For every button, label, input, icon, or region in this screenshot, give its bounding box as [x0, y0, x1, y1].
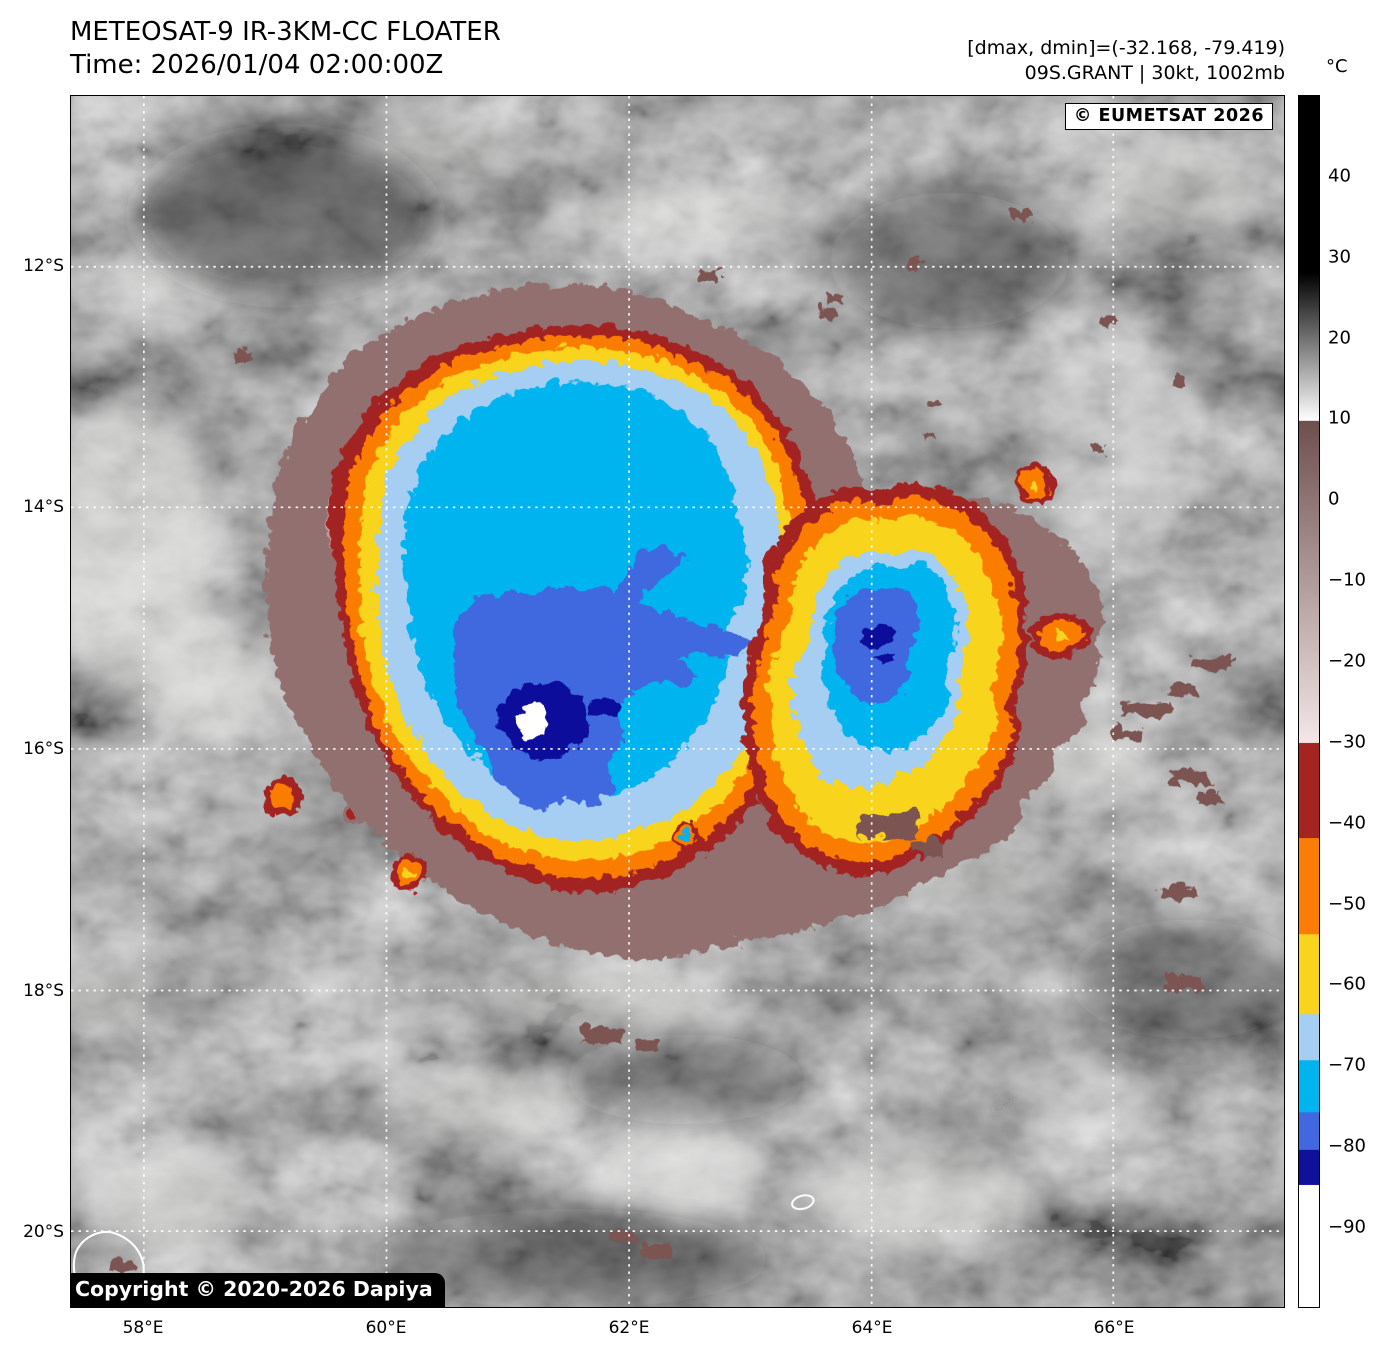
y-axis-label: 18°S: [23, 981, 64, 1001]
x-axis-label: 66°E: [1093, 1318, 1135, 1338]
colorbar-tick: 10: [1328, 407, 1351, 429]
satellite-map: © EUMETSAT 2026 Copyright © 2020-2026 Da…: [70, 95, 1285, 1308]
header-block: METEOSAT-9 IR-3KM-CC FLOATER Time: 2026/…: [70, 16, 501, 83]
x-axis-label: 64°E: [851, 1318, 893, 1338]
time-label: Time: 2026/01/04 02:00:00Z: [70, 50, 444, 81]
satellite-image: [71, 96, 1284, 1307]
colorbar-tick: −50: [1328, 893, 1366, 915]
bright-cloud-masses: [71, 116, 1270, 1258]
colorbar: [1298, 95, 1320, 1308]
brown-cloud-patches: [108, 205, 1232, 1268]
colorbar-tick: 30: [1328, 246, 1351, 268]
y-axis-label: 20°S: [23, 1222, 64, 1242]
secondary-core-navy-speck: [855, 621, 892, 644]
small-convective-blobs: [236, 348, 1088, 889]
main-eye-white: [514, 701, 545, 735]
dmax-dmin-label: [dmax, dmin]=(-32.168, -79.419): [967, 37, 1285, 59]
page-title: METEOSAT-9 IR-3KM-CC FLOATER: [70, 17, 501, 47]
island-outline-small: [791, 1194, 815, 1211]
colorbar-tick: −70: [1328, 1054, 1366, 1076]
x-axis-label: 60°E: [365, 1318, 407, 1338]
secondary-core-navy-speck2: [867, 648, 891, 664]
header-right-block: [dmax, dmin]=(-32.168, -79.419) 09S.GRAN…: [967, 36, 1285, 87]
colorbar-tick: 0: [1328, 488, 1340, 510]
y-axis-label: 12°S: [23, 256, 64, 276]
y-axis-label: 16°S: [23, 739, 64, 759]
colorbar-ticks: 40 30 20 10 0 −10 −20 −30 −40 −50 −60 −7…: [1328, 95, 1382, 1308]
colorbar-tick: −30: [1328, 731, 1366, 753]
colorbar-tick: −90: [1328, 1216, 1366, 1238]
eumetsat-badge: © EUMETSAT 2026: [1064, 103, 1273, 130]
colorbar-unit-label: °C: [1326, 56, 1348, 77]
colorbar-tick: −80: [1328, 1135, 1366, 1157]
colorbar-tick: −40: [1328, 812, 1366, 834]
main-core-navy-speck: [586, 695, 619, 715]
colorbar-tick: −20: [1328, 650, 1366, 672]
storm-info-label: 09S.GRANT | 30kt, 1002mb: [1024, 62, 1285, 85]
colorbar-tick: 20: [1328, 327, 1351, 349]
y-axis-label: 14°S: [23, 497, 64, 517]
colorbar-tick: −10: [1328, 569, 1366, 591]
colorbar-tick: −60: [1328, 973, 1366, 995]
enhanced-cloud-tops: [108, 205, 1232, 1268]
copyright-badge: Copyright © 2020-2026 Dapiya: [71, 1273, 445, 1307]
x-axis-label: 62°E: [608, 1318, 650, 1338]
colorbar-tick: 40: [1328, 165, 1351, 187]
x-axis-label: 58°E: [122, 1318, 164, 1338]
